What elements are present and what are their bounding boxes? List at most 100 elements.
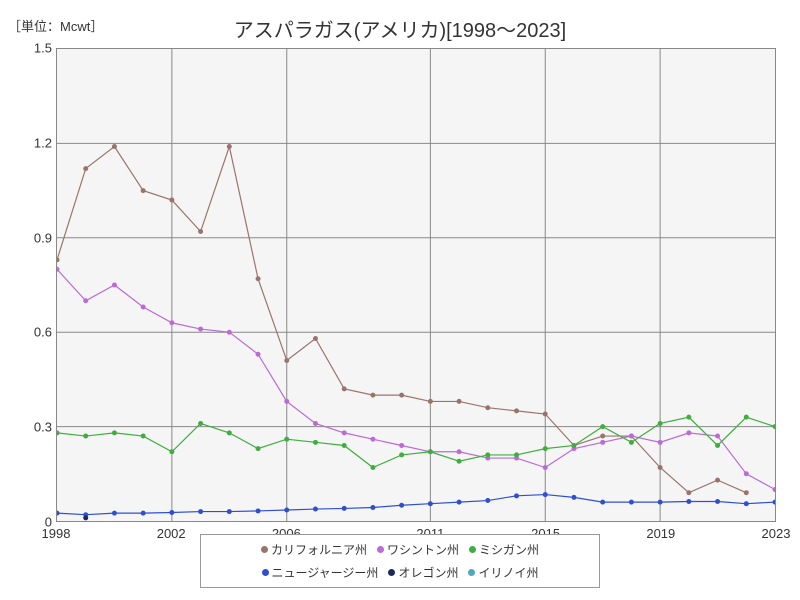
series-point <box>227 330 232 335</box>
series-point <box>112 511 117 516</box>
series-point <box>629 434 634 439</box>
series-point <box>342 506 347 511</box>
series-point <box>256 276 261 281</box>
chart-container: ［単位：Mcwt］ アスパラガス(アメリカ)[1998～2023] 00.30.… <box>0 0 800 600</box>
series-point <box>686 499 691 504</box>
y-tick-label: 1.5 <box>34 41 52 56</box>
y-tick-label: 0.3 <box>34 420 52 435</box>
series-point <box>457 449 462 454</box>
series-point <box>543 446 548 451</box>
series-point <box>428 449 433 454</box>
series-point <box>198 327 203 332</box>
series-line <box>57 417 775 467</box>
series-point <box>313 421 318 426</box>
y-tick-label: 0.9 <box>34 230 52 245</box>
series-point <box>773 424 775 429</box>
series-point <box>514 408 519 413</box>
series-point <box>399 452 404 457</box>
series-point <box>198 509 203 514</box>
series-point <box>256 508 261 513</box>
legend-label: ミシガン州 <box>479 541 539 558</box>
legend-item: ミシガン州 <box>469 541 539 558</box>
legend-label: オレゴン州 <box>398 564 458 581</box>
plot-svg <box>57 49 775 521</box>
series-point <box>141 188 146 193</box>
series-point <box>715 443 720 448</box>
legend-marker-icon <box>261 546 268 553</box>
series-line <box>57 269 775 489</box>
series-point <box>227 144 232 149</box>
x-tick-label: 2019 <box>646 526 675 541</box>
series-point <box>284 507 289 512</box>
series-point <box>571 495 576 500</box>
series-point <box>600 500 605 505</box>
series-point <box>112 430 117 435</box>
unit-label: ［単位：Mcwt］ <box>8 16 103 35</box>
series-point <box>342 386 347 391</box>
series-point <box>485 452 490 457</box>
series-point <box>342 443 347 448</box>
series-point <box>571 443 576 448</box>
legend-marker-icon <box>388 569 395 576</box>
series-point <box>715 434 720 439</box>
series-point <box>715 499 720 504</box>
legend-marker-icon <box>468 569 475 576</box>
series-point <box>284 358 289 363</box>
series-point <box>457 459 462 464</box>
series-point <box>370 437 375 442</box>
series-point <box>141 511 146 516</box>
series-point <box>256 352 261 357</box>
series-point <box>485 498 490 503</box>
series-point <box>658 440 663 445</box>
series-point <box>284 399 289 404</box>
legend-label: イリノイ州 <box>478 564 538 581</box>
legend-marker-icon <box>262 569 269 576</box>
series-point <box>629 500 634 505</box>
series-point <box>399 393 404 398</box>
series-point <box>686 490 691 495</box>
series-point <box>457 399 462 404</box>
series-point <box>744 490 749 495</box>
series-point <box>284 437 289 442</box>
series-point <box>313 507 318 512</box>
chart-title: アスパラガス(アメリカ)[1998～2023] <box>234 14 566 43</box>
series-point <box>313 440 318 445</box>
series-point <box>543 465 548 470</box>
series-point <box>370 393 375 398</box>
series-point <box>83 298 88 303</box>
series-point <box>543 492 548 497</box>
series-point <box>543 412 548 417</box>
series-point <box>112 283 117 288</box>
series-point <box>485 405 490 410</box>
series-point <box>514 493 519 498</box>
series-point <box>112 144 117 149</box>
series-point <box>457 500 462 505</box>
series-point <box>141 434 146 439</box>
series-point <box>198 229 203 234</box>
series-point <box>57 430 59 435</box>
series-point <box>399 503 404 508</box>
series-point <box>715 478 720 483</box>
series-point <box>57 257 59 262</box>
y-tick-label: 0.6 <box>34 325 52 340</box>
plot-area <box>56 48 776 522</box>
legend-item: ワシントン州 <box>377 541 459 558</box>
series-point <box>169 449 174 454</box>
series-point <box>658 421 663 426</box>
legend-item: ニュージャージー州 <box>262 564 379 581</box>
series-point <box>313 336 318 341</box>
legend-label: カリフォルニア州 <box>271 541 367 558</box>
series-point <box>744 471 749 476</box>
legend-marker-icon <box>377 546 384 553</box>
series-point <box>658 465 663 470</box>
legend-item: オレゴン州 <box>388 564 458 581</box>
series-point <box>198 421 203 426</box>
series-point <box>744 415 749 420</box>
series-point <box>686 430 691 435</box>
series-point <box>428 501 433 506</box>
series-point <box>342 430 347 435</box>
series-point <box>744 501 749 506</box>
series-line <box>57 147 746 493</box>
series-point <box>773 500 775 505</box>
series-point <box>169 320 174 325</box>
